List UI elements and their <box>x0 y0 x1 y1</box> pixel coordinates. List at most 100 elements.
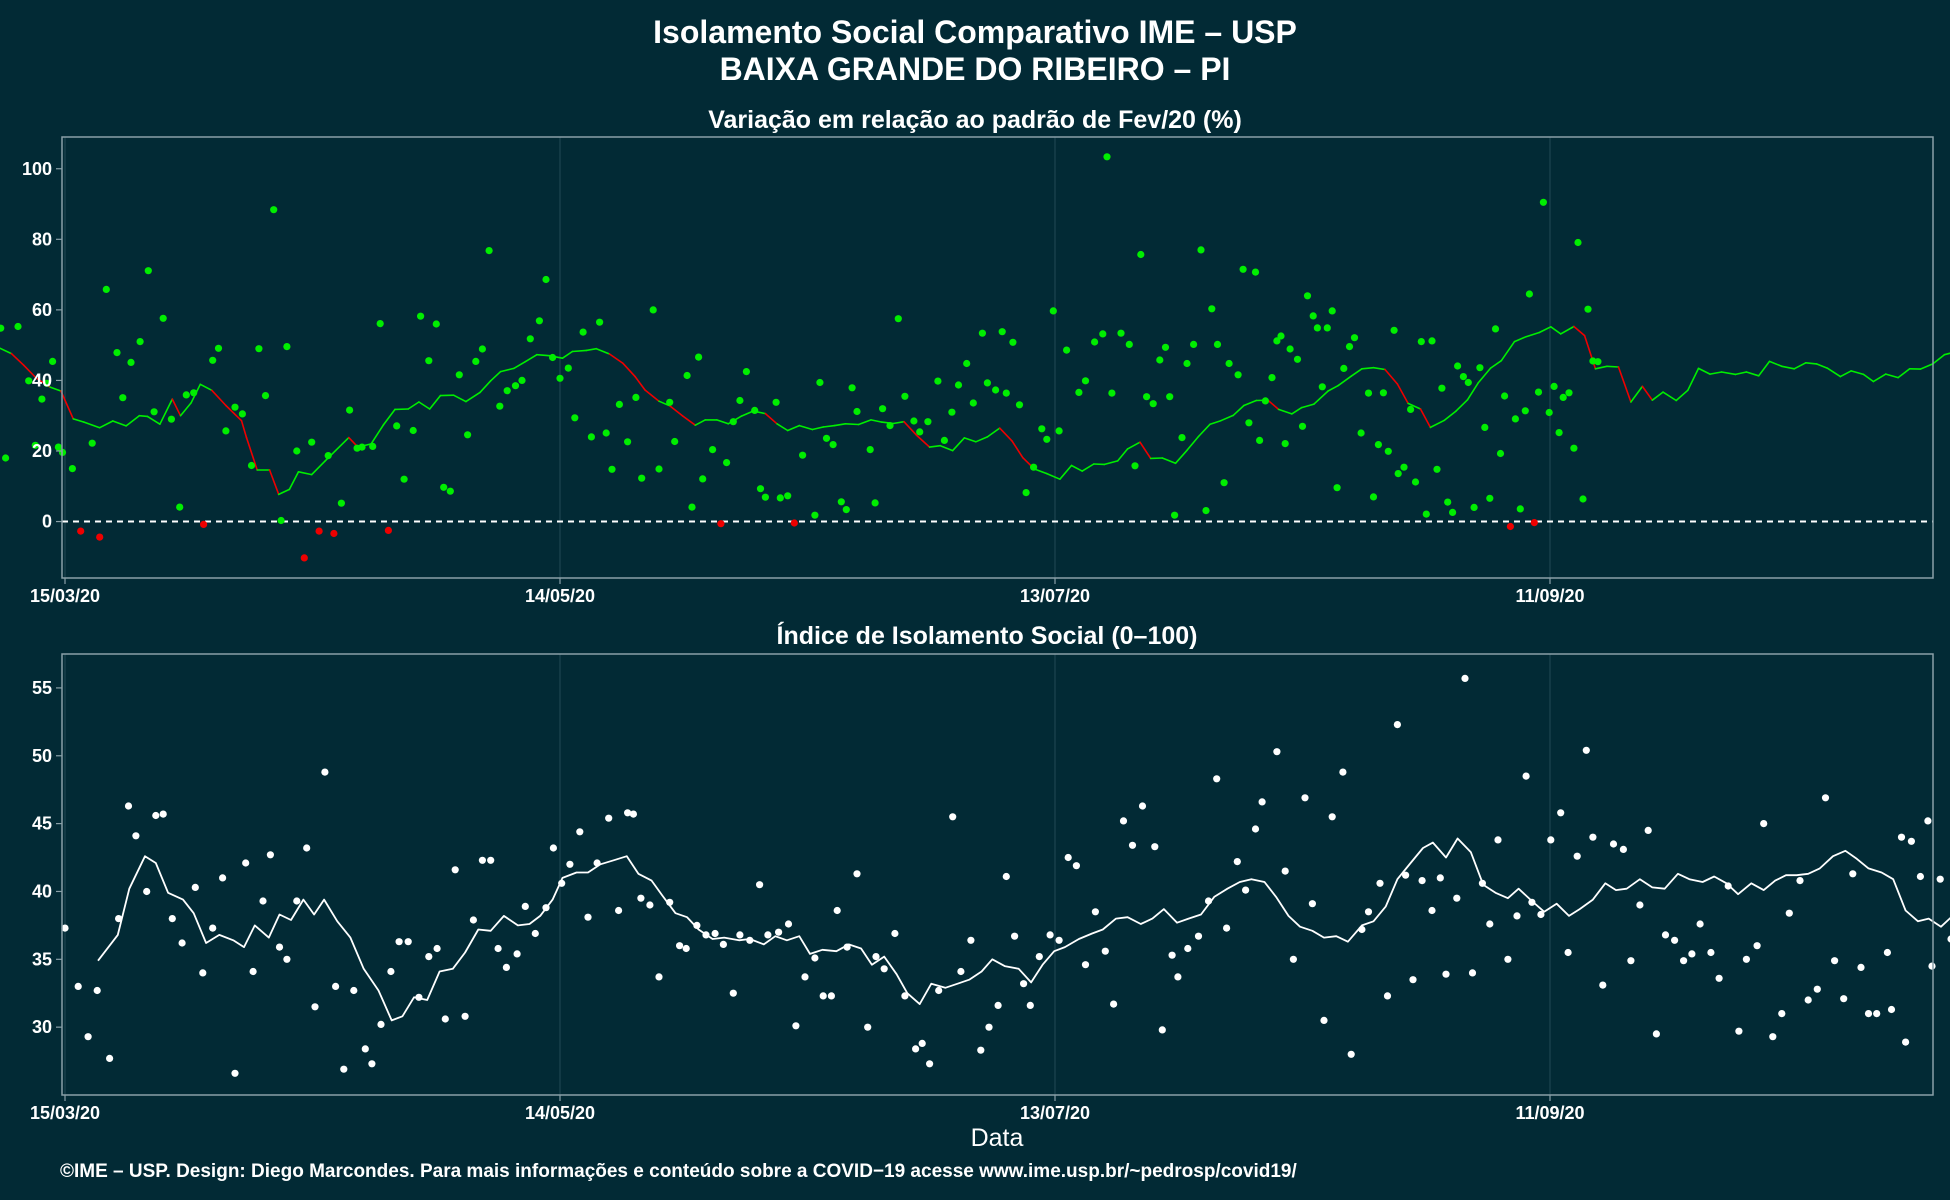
variacao-point <box>324 452 332 460</box>
figure-title-line1: Isolamento Social Comparativo IME – USP <box>653 14 1297 50</box>
indice-point <box>702 931 710 939</box>
indice-point <box>1785 909 1793 917</box>
variacao-moving-average-segment <box>1897 367 1911 379</box>
variacao-point <box>1268 374 1276 382</box>
variacao-point <box>1584 305 1592 313</box>
indice-point <box>880 965 888 973</box>
variacao-point <box>924 418 932 426</box>
variacao-moving-average-segment <box>1396 383 1409 405</box>
variacao-moving-average-segment <box>1489 359 1503 369</box>
variacao-moving-average-segment <box>98 420 114 429</box>
indice-point <box>1897 833 1906 841</box>
indice-point <box>1609 840 1618 848</box>
variacao-point <box>1030 463 1038 471</box>
indice-point <box>1831 957 1839 965</box>
variacao-point <box>1574 238 1582 247</box>
indice-point <box>159 810 167 818</box>
indice-point <box>124 802 133 810</box>
indice-point <box>1619 845 1627 854</box>
variacao-point <box>400 475 408 483</box>
variacao-moving-average-segment <box>1197 423 1211 438</box>
variacao-moving-average-segment <box>822 424 836 428</box>
variacao-point <box>1481 423 1489 431</box>
indice-point <box>1582 746 1590 754</box>
variacao-point <box>1208 305 1216 313</box>
variacao-moving-average-segment <box>1070 464 1083 472</box>
variacao-moving-average-segment <box>536 353 551 357</box>
variacao-moving-average-segment <box>489 370 502 382</box>
variacao-point <box>315 527 323 535</box>
indice-point <box>1428 906 1436 915</box>
variacao-point <box>1313 324 1321 332</box>
variacao-moving-average-segment <box>857 419 872 426</box>
indice-point <box>1916 872 1924 881</box>
variacao-point <box>615 400 624 408</box>
indice-point <box>1281 867 1289 875</box>
indice-point <box>1101 947 1109 955</box>
indice-point <box>502 963 510 972</box>
variacao-point <box>1043 435 1051 443</box>
variacao-moving-average-segment <box>1559 325 1575 335</box>
variacao-moving-average-segment <box>939 444 954 452</box>
indice-point <box>764 931 772 939</box>
variacao-point <box>1525 290 1533 298</box>
variacao-moving-average-segment <box>1350 367 1363 378</box>
indice-point <box>451 866 459 874</box>
indice-y-tick-label: 35 <box>32 949 52 969</box>
variacao-moving-average-segment <box>1313 390 1329 405</box>
indice-point <box>1011 932 1019 940</box>
variacao-point <box>1539 198 1547 206</box>
variacao-point <box>671 437 679 446</box>
variacao-moving-average-segment <box>740 410 754 417</box>
variacao-point <box>587 433 596 441</box>
variacao-point <box>119 394 127 402</box>
indice-point <box>1883 948 1891 957</box>
indice-point <box>901 992 909 1000</box>
indice-point <box>275 943 284 951</box>
variacao-y-tick-label: 80 <box>32 229 52 249</box>
variacao-moving-average-segment <box>452 394 467 403</box>
variacao-moving-average-segment <box>1826 367 1842 378</box>
variacao-moving-average-segment <box>479 379 492 394</box>
variacao-point <box>683 371 691 380</box>
indice-point <box>1840 995 1848 1003</box>
variacao-point <box>535 317 544 325</box>
indice-point <box>624 809 632 817</box>
variacao-point <box>1009 338 1017 346</box>
variacao-point <box>934 377 942 385</box>
variacao-point <box>1091 338 1099 346</box>
indice-point <box>605 814 613 822</box>
indice-point <box>1402 871 1410 879</box>
variacao-point <box>729 418 737 426</box>
variacao-point <box>1038 425 1046 433</box>
variacao-point <box>1183 359 1191 368</box>
indice-point <box>729 989 737 997</box>
variacao-point <box>688 503 696 511</box>
variacao-moving-average-segment <box>1126 441 1141 450</box>
indice-point <box>1564 948 1572 957</box>
variacao-moving-average-segment <box>60 390 75 420</box>
indice-plot-border <box>61 653 1934 1096</box>
variacao-x-tick-label: 11/09/20 <box>1515 586 1584 606</box>
indice-point <box>415 993 423 1001</box>
variacao-point <box>1156 356 1164 364</box>
indice-point <box>819 992 827 1000</box>
variacao-point <box>717 520 725 528</box>
indice-point <box>531 929 539 938</box>
variacao-point <box>417 312 425 320</box>
indice-x-tick-label: 14/05/20 <box>525 1103 595 1123</box>
variacao-point <box>983 379 992 387</box>
indice-y-tick-label: 30 <box>32 1017 52 1037</box>
variacao-point <box>369 442 377 450</box>
variacao-point <box>144 267 152 275</box>
variacao-y-tick-label: 0 <box>42 512 52 532</box>
variacao-moving-average-segment <box>1872 373 1887 383</box>
variacao-moving-average-segment <box>715 419 730 425</box>
variacao-point <box>425 357 433 365</box>
indice-point <box>666 898 674 906</box>
variacao-point <box>1261 397 1269 405</box>
variacao-moving-average-segment <box>1419 408 1432 429</box>
indice-point <box>949 813 957 821</box>
variacao-moving-average-segment <box>1793 361 1807 370</box>
variacao-point <box>1171 511 1179 519</box>
